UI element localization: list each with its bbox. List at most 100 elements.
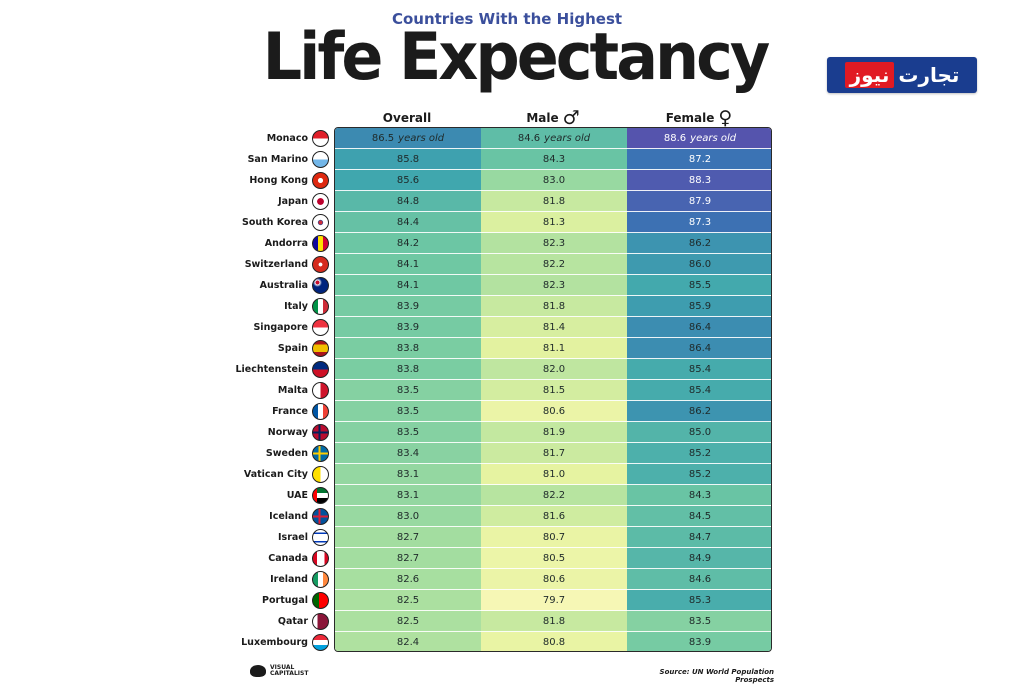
cell-female: 85.5 [627,275,771,296]
italy-flag-icon [312,298,329,315]
cell-overall: 82.4 [335,632,481,651]
country-label: Vatican City [243,469,308,480]
cell-value: 83.0 [396,510,420,522]
cell-value: 84.4 [396,216,420,228]
column-header-overall-label: Overall [382,111,432,125]
country-label: Malta [277,385,308,396]
cell-value: 81.8 [542,615,566,627]
table-row: 83.9 81.8 85.9 [335,296,771,317]
tejarat-news-logo[interactable]: نیوز تجارت [827,57,977,93]
cell-overall: 83.8 [335,359,481,380]
cell-value: 83.8 [396,363,420,375]
chart-title: Life Expectancy [262,18,771,95]
cell-value: 82.6 [396,573,420,585]
cell-value: 81.6 [542,510,566,522]
cell-female: 86.2 [627,401,771,422]
column-header-male-label: Male [526,111,559,125]
country-label: Liechtenstein [235,364,308,375]
cell-overall: 83.4 [335,443,481,464]
country-label: Sweden [265,448,308,459]
table-row: 84.4 81.3 87.3 [335,212,771,233]
cell-value: 81.4 [542,321,566,333]
cell-value: 85.2 [688,447,712,459]
cell-value: 83.5 [396,384,420,396]
cell-value: 83.1 [396,468,420,480]
cell-overall: 82.5 [335,611,481,632]
cell-female: 85.9 [627,296,771,317]
table-row: 83.1 81.0 85.2 [335,464,771,485]
cell-female: 84.7 [627,527,771,548]
cell-male: 81.6 [481,506,627,527]
cell-male: 81.0 [481,464,627,485]
country-label: Hong Kong [249,175,308,186]
table-row: 83.9 81.4 86.4 [335,317,771,338]
cell-value: 82.3 [542,237,566,249]
cell-value: 87.3 [688,216,712,228]
cell-male: 79.7 [481,590,627,611]
cell-overall: 83.0 [335,506,481,527]
cell-overall: 84.2 [335,233,481,254]
table-row: 83.5 81.9 85.0 [335,422,771,443]
cell-male: 81.5 [481,380,627,401]
unit-label: years old [398,132,445,144]
cell-female: 86.4 [627,317,771,338]
cell-female: 83.9 [627,632,771,651]
cell-value: 82.5 [396,594,420,606]
cell-overall: 82.6 [335,569,481,590]
cell-value: 84.6 [517,132,541,144]
table-row: 84.8 81.8 87.9 [335,191,771,212]
unit-label: years old [690,132,737,144]
cell-value: 82.7 [396,531,420,543]
cell-value: 85.0 [688,426,712,438]
cell-value: 86.0 [688,258,712,270]
table-row: 83.8 81.1 86.4 [335,338,771,359]
table-row: 82.5 81.8 83.5 [335,611,771,632]
cell-value: 82.5 [396,615,420,627]
cell-overall: 86.5 years old [335,128,481,149]
cell-female: 87.9 [627,191,771,212]
cell-male: 81.4 [481,317,627,338]
country-label: Canada [268,553,308,564]
australia-flag-icon [312,277,329,294]
logo-red-text: نیوز [844,62,895,88]
ireland-flag-icon [312,571,329,588]
table-row: 83.0 81.6 84.5 [335,506,771,527]
cell-male: 81.1 [481,338,627,359]
cell-overall: 82.7 [335,527,481,548]
cell-female: 84.9 [627,548,771,569]
cell-value: 86.4 [688,321,712,333]
table-row: 86.5 years old 84.6 years old 88.6 years old [335,128,771,149]
cell-value: 81.1 [542,342,566,354]
table-row: 83.1 82.2 84.3 [335,485,771,506]
column-header-female-label: Female [665,111,715,125]
country-label: France [272,406,308,417]
malta-flag-icon [312,382,329,399]
brand-line-2: CAPITALIST [270,670,309,677]
canada-flag-icon [312,550,329,567]
cell-male: 80.6 [481,569,627,590]
cell-overall: 83.1 [335,485,481,506]
cell-female: 85.4 [627,380,771,401]
cell-value: 84.2 [396,237,420,249]
cell-value: 80.6 [542,405,566,417]
female-symbol-icon: ♀ [718,107,733,129]
table-row: 85.8 84.3 87.2 [335,149,771,170]
visual-capitalist-brand: VISUAL CAPITALIST [250,665,308,677]
cell-value: 85.8 [396,153,420,165]
cell-value: 80.7 [542,531,566,543]
cell-overall: 83.9 [335,296,481,317]
cell-value: 83.5 [396,405,420,417]
cell-female: 85.3 [627,590,771,611]
cell-value: 81.5 [542,384,566,396]
cell-value: 80.8 [542,636,566,648]
cell-value: 81.0 [542,468,566,480]
cell-overall: 84.1 [335,254,481,275]
cell-male: 80.5 [481,548,627,569]
table-row: 85.6 83.0 88.3 [335,170,771,191]
cell-value: 84.1 [396,258,420,270]
life-expectancy-table: 86.5 years old 84.6 years old 88.6 years old 8… [334,127,772,652]
table-row: 84.1 82.3 85.5 [335,275,771,296]
cell-value: 87.9 [688,195,712,207]
cell-female: 88.6 years old [627,128,771,149]
cell-value: 81.8 [542,195,566,207]
